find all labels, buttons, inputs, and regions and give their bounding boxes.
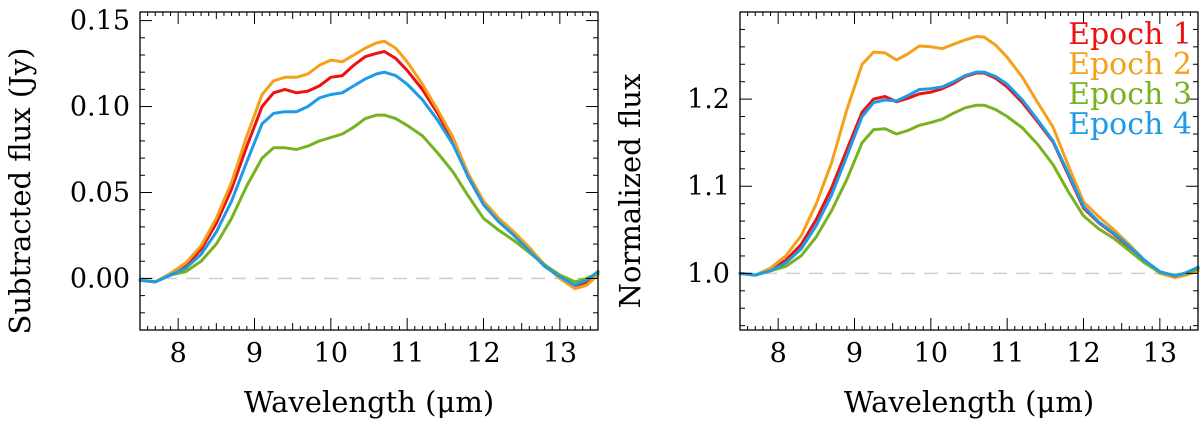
plot-frame <box>139 11 599 331</box>
series-line-4 <box>738 70 1200 278</box>
chart-panel-2: 8 9 10 11 12 13 1.0 1.1 1.2 Wavelength (μm) Normal… <box>613 11 1200 419</box>
y-tick-label: 1.2 <box>687 84 730 115</box>
y-tick-label: 1.0 <box>687 258 730 289</box>
x-tick-label: 12 <box>466 338 500 369</box>
x-tick-label: 10 <box>914 338 948 369</box>
legend-entry-2: Epoch 2 <box>1068 47 1192 82</box>
y-tick-label: 0.00 <box>70 263 130 294</box>
y-tick-label: 0.05 <box>70 177 130 208</box>
y-axis-label: Normalized flux <box>613 74 647 309</box>
chart-panel-1: 8 9 10 11 12 13 0.00 0.05 0.10 0.15 Wavelength (μm… <box>3 6 600 419</box>
y-tick-label: 0.10 <box>70 92 130 123</box>
x-tick-label: 13 <box>1143 338 1177 369</box>
y-tick-label: 0.15 <box>70 6 130 37</box>
series-line-2 <box>738 34 1200 280</box>
series-line-3 <box>138 113 600 284</box>
legend-entry-1: Epoch 1 <box>1068 17 1192 52</box>
x-tick-label: 10 <box>314 338 348 369</box>
series-line-3 <box>738 103 1200 277</box>
x-tick-label: 8 <box>770 338 787 369</box>
x-tick-label: 9 <box>246 338 263 369</box>
x-tick-label: 9 <box>846 338 863 369</box>
x-tick-label: 12 <box>1066 338 1100 369</box>
x-axis-label: Wavelength (μm) <box>244 385 494 419</box>
x-tick-label: 11 <box>390 338 424 369</box>
y-axis-label: Subtracted flux (Jy) <box>3 48 37 335</box>
x-axis-label: Wavelength (μm) <box>844 385 1094 419</box>
legend-entry-4: Epoch 4 <box>1068 107 1192 142</box>
x-tick-label: 11 <box>990 338 1024 369</box>
legend-entry-3: Epoch 3 <box>1068 77 1192 112</box>
y-tick-label: 1.1 <box>687 171 730 202</box>
x-tick-label: 8 <box>170 338 187 369</box>
series-line-4 <box>138 70 600 287</box>
series-line-2 <box>138 39 600 291</box>
x-tick-label: 13 <box>543 338 577 369</box>
